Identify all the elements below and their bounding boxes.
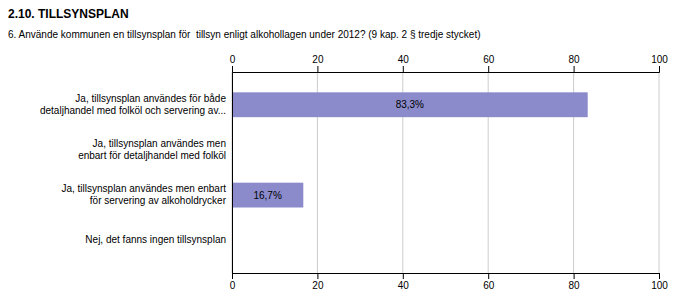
tick-mark bbox=[488, 273, 489, 279]
tick-mark bbox=[403, 273, 404, 279]
y-axis: Ja, tillsynsplan användes för bådedetalj… bbox=[40, 73, 233, 274]
tick: Ja, tillsynsplan användes för bådedetalj… bbox=[40, 93, 232, 116]
category-label-line: enbart för detaljhandel med folköl bbox=[78, 150, 226, 161]
category-label: Ja, tillsynsplan användes men enbartför … bbox=[61, 183, 226, 206]
tick: 80 bbox=[569, 273, 581, 291]
axis-line bbox=[232, 73, 233, 274]
data-labels: 83,3% 16,7% bbox=[253, 99, 424, 200]
tick: 0 bbox=[230, 273, 236, 291]
tick-mark bbox=[317, 66, 318, 72]
tick: 40 bbox=[398, 54, 410, 72]
grid-line bbox=[232, 72, 233, 273]
tick-label: 20 bbox=[312, 280, 324, 291]
tick-label: 20 bbox=[312, 54, 324, 65]
category-label-line: för servering av alkoholdrycker bbox=[90, 195, 227, 206]
bar bbox=[232, 92, 588, 117]
tick: 20 bbox=[312, 273, 324, 291]
category-label: Ja, tillsynsplan användes menenbart för … bbox=[78, 138, 226, 161]
tick-label: 0 bbox=[230, 280, 236, 291]
tick: 80 bbox=[569, 54, 581, 72]
bar bbox=[232, 183, 303, 208]
tick-mark bbox=[659, 66, 660, 72]
tick-mark bbox=[403, 66, 404, 72]
tick-mark bbox=[232, 273, 233, 279]
chart: 2.10. TILLSYNSPLAN 6. Använde kommunen en… bbox=[0, 0, 681, 297]
bars bbox=[232, 92, 588, 207]
category-label-line: detaljhandel med folköl och servering av… bbox=[40, 105, 226, 116]
data-label: 16,7% bbox=[253, 190, 281, 201]
tick: 20 bbox=[312, 54, 324, 72]
axis-line bbox=[233, 66, 660, 73]
data-label: 83,3% bbox=[396, 99, 424, 110]
tick-label: 100 bbox=[651, 280, 668, 291]
title: 2.10. TILLSYNSPLAN bbox=[8, 7, 129, 21]
tick: Ja, tillsynsplan användes menenbart för … bbox=[78, 138, 232, 161]
tick-mark bbox=[317, 273, 318, 279]
tick-label: 0 bbox=[230, 54, 236, 65]
tick-label: 80 bbox=[569, 54, 581, 65]
tick-label: 60 bbox=[483, 280, 495, 291]
category-label-line: Nej, det fanns ingen tillsynsplan bbox=[85, 234, 226, 245]
category-label-line: Ja, tillsynsplan användes för både bbox=[75, 93, 226, 104]
tick: 40 bbox=[398, 273, 410, 291]
plot: 0 20 40 60 80 100 0 20 40 60 80 100 Ja, tillsynsplan… bbox=[40, 54, 668, 291]
tick: Nej, det fanns ingen tillsynsplan bbox=[85, 234, 232, 245]
axis-line bbox=[233, 274, 660, 280]
grid bbox=[232, 72, 659, 273]
tick-label: 40 bbox=[398, 54, 410, 65]
tick: 100 bbox=[651, 273, 668, 291]
tick: 100 bbox=[651, 54, 668, 72]
tick-label: 80 bbox=[569, 280, 581, 291]
category-label: Ja, tillsynsplan användes för bådedetalj… bbox=[40, 93, 226, 116]
category-label: Nej, det fanns ingen tillsynsplan bbox=[85, 234, 226, 245]
tick-mark bbox=[488, 66, 489, 72]
tick-label: 40 bbox=[398, 280, 410, 291]
grid-line bbox=[659, 72, 660, 273]
tick-label: 60 bbox=[483, 54, 495, 65]
category-label-line: Ja, tillsynsplan användes men enbart bbox=[61, 183, 226, 194]
tick: Ja, tillsynsplan användes men enbartför … bbox=[61, 183, 232, 206]
x-axis: 0 20 40 60 80 100 bbox=[230, 273, 669, 291]
tick: 60 bbox=[483, 273, 495, 291]
tick-mark bbox=[574, 66, 575, 72]
tick: 0 bbox=[230, 54, 236, 72]
tick: 60 bbox=[483, 54, 495, 72]
x-axis-top: 0 20 40 60 80 100 bbox=[230, 54, 669, 73]
tick-mark bbox=[659, 273, 660, 279]
subtitle: 6. Använde kommunen en tillsynsplan för … bbox=[8, 29, 481, 40]
category-label-line: Ja, tillsynsplan användes men bbox=[93, 138, 226, 149]
tick-label: 100 bbox=[651, 54, 668, 65]
tick-mark bbox=[574, 273, 575, 279]
tick-mark bbox=[232, 66, 233, 72]
